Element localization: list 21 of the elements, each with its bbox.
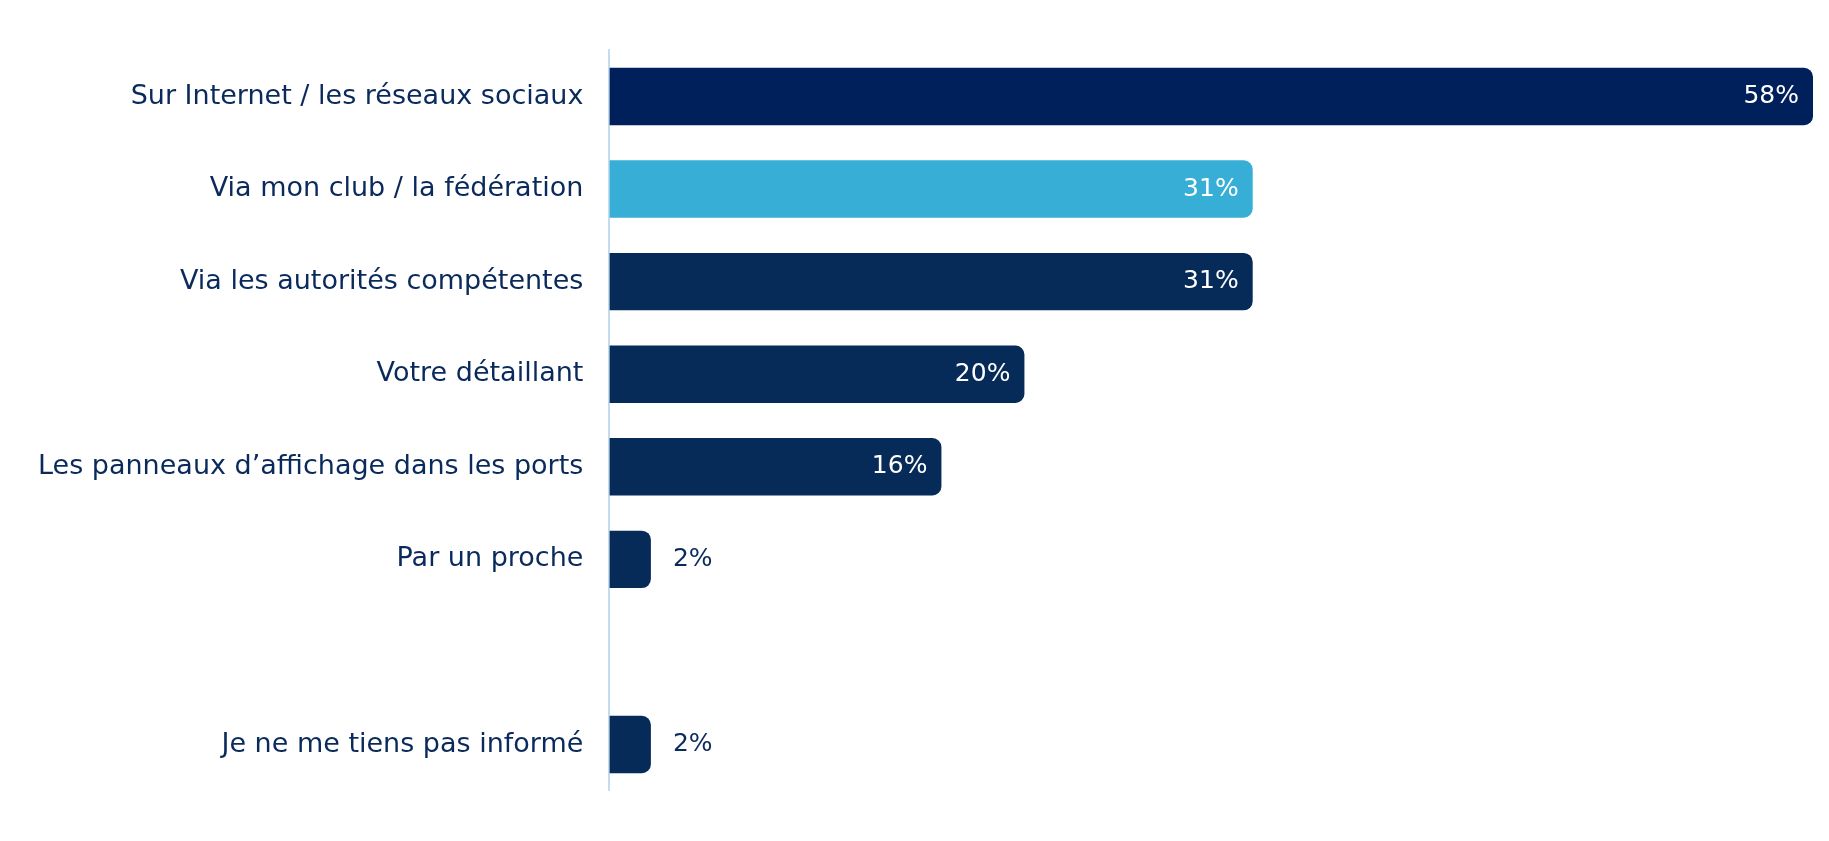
bar [609, 252, 1253, 311]
bar [609, 67, 1813, 126]
y-tick-label: Sur Internet / les réseaux sociaux [130, 78, 584, 110]
data-label: 58% [1743, 79, 1799, 109]
bar [609, 160, 1253, 218]
data-label: 2% [672, 728, 713, 758]
data-label: 20% [954, 357, 1011, 387]
y-tick-label: Via mon club / la fédération [209, 171, 584, 203]
data-label: 16% [871, 450, 928, 480]
y-tick-label: Votre détaillant [376, 356, 584, 388]
y-tick-label: Par un proche [396, 541, 584, 573]
y-tick-label: Je ne me tiens pas informé [219, 726, 584, 758]
bar [609, 438, 942, 496]
data-label: 2% [672, 542, 713, 572]
bar [609, 345, 1025, 403]
y-tick-label: Via les autorités compétentes [179, 263, 584, 295]
data-label: 31% [1183, 265, 1239, 295]
bar [609, 715, 651, 774]
bar [609, 530, 651, 589]
data-label: 31% [1183, 172, 1239, 202]
y-tick-label: Les panneaux d’affichage dans les ports [37, 448, 584, 480]
